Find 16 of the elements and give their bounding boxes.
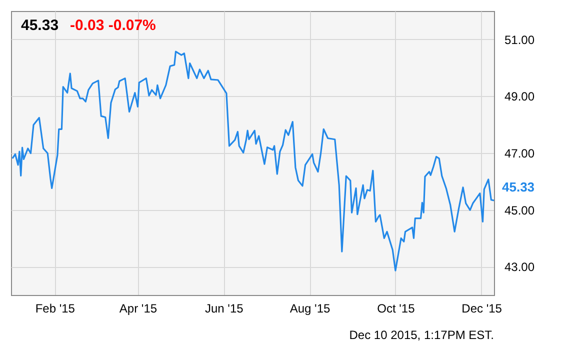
y-tick-label: 49.00	[504, 90, 535, 104]
chart-subtitle: -0.03 -0.07%	[70, 17, 156, 34]
chart-title: 45.33	[21, 17, 59, 34]
x-tick-label: Jun '15	[204, 302, 244, 316]
x-tick-label: Apr '15	[119, 302, 158, 316]
line-series	[12, 50, 494, 272]
x-tick-label: Feb '15	[35, 302, 76, 316]
x-tick-label: Oct '15	[377, 302, 416, 316]
x-tick-label: Dec '15	[462, 302, 502, 316]
y-tick-label: 47.00	[504, 146, 535, 160]
x-tick-label: Aug '15	[290, 302, 331, 316]
y-tick-label: 45.00	[504, 203, 535, 218]
text: Dec 10 2015, 1:17PM EST.	[349, 328, 494, 342]
y-tick-label: 51.00	[504, 32, 535, 47]
y-tick-label: 43.00	[504, 260, 535, 274]
annotation: 45.33	[502, 179, 535, 194]
